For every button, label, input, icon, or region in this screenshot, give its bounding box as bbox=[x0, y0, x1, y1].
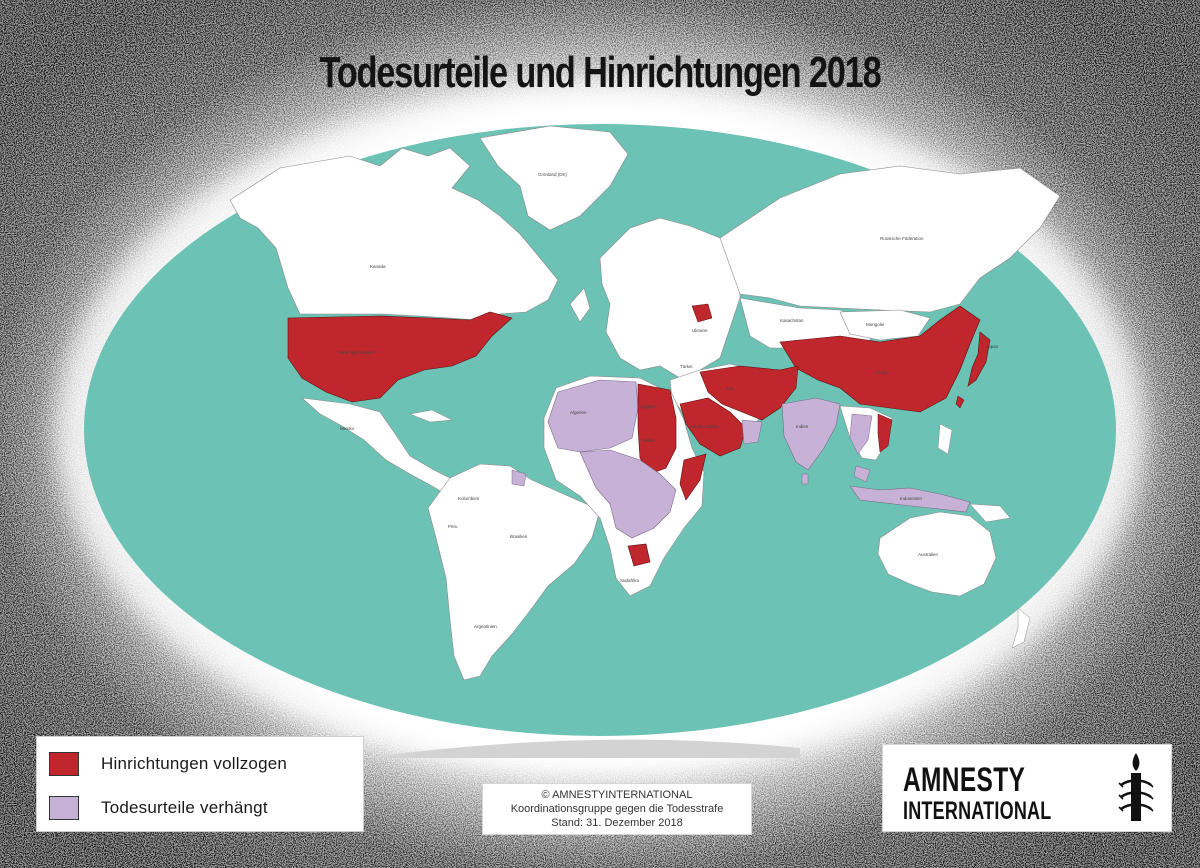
label-iran: Iran bbox=[726, 386, 734, 391]
land-new-zealand bbox=[1011, 607, 1031, 649]
label-brasilien: Brasilien bbox=[510, 534, 528, 539]
legend-item-executions: Hinrichtungen vollzogen bbox=[49, 749, 287, 779]
country-iran-iraq-afghanistan-pakistan bbox=[699, 365, 799, 421]
label-kolumbien: Kolumbien bbox=[458, 496, 480, 501]
label-mongolei: Mongolei bbox=[866, 322, 884, 327]
asia bbox=[669, 165, 1061, 513]
country-cuba bbox=[409, 409, 453, 423]
land-new-guinea bbox=[969, 503, 1011, 523]
label-japan: Japan bbox=[986, 344, 999, 349]
land-russia bbox=[719, 165, 1061, 313]
credits-box: © AMNESTYINTERNATIONAL Koordinationsgrup… bbox=[482, 783, 752, 835]
map-title: Todesurteile und Hinrichtungen 2018 bbox=[319, 48, 881, 97]
country-malaysia-singapore bbox=[853, 465, 871, 483]
logo-word-international: INTERNATIONAL bbox=[903, 797, 1052, 825]
legend-item-death-sentences: Todesurteile verhängt bbox=[49, 793, 268, 823]
label-kasachstan: Kasachstan bbox=[780, 318, 804, 323]
country-botswana bbox=[627, 543, 651, 567]
land-south-america bbox=[427, 463, 601, 681]
label-saudi-arabien: Saudi-Arabien bbox=[690, 424, 719, 429]
country-oman bbox=[741, 419, 763, 445]
logo-word-amnesty: AMNESTY bbox=[903, 761, 1026, 799]
land-greenland bbox=[479, 125, 629, 231]
label-suedafrika: Südafrika bbox=[620, 578, 640, 583]
label-aegypten: Ägypten bbox=[640, 403, 657, 409]
label-sudan: Sudan bbox=[642, 438, 656, 443]
country-vietnam bbox=[877, 413, 893, 453]
land-uk bbox=[569, 287, 591, 323]
europe bbox=[569, 217, 741, 379]
label-kanada: Kanada bbox=[370, 264, 386, 269]
candle-barbed-wire-icon bbox=[1118, 753, 1154, 821]
label-mexiko: Mexiko bbox=[340, 426, 355, 431]
country-china bbox=[779, 305, 981, 413]
north-america bbox=[229, 125, 629, 499]
land-canada-alaska bbox=[229, 147, 559, 321]
countries-north-africa-sahel bbox=[547, 379, 639, 453]
label-china: China bbox=[876, 370, 888, 375]
country-thailand-laos bbox=[849, 413, 873, 455]
country-egypt-sudan bbox=[637, 383, 677, 475]
land-philippines bbox=[937, 423, 953, 455]
credits-line-3: Stand: 31. Dezember 2018 bbox=[551, 817, 683, 829]
label-australien: Australien bbox=[918, 552, 939, 557]
land-europe bbox=[599, 217, 741, 379]
antarctica bbox=[380, 739, 800, 758]
south-america bbox=[427, 463, 601, 681]
country-saudi-arabia bbox=[679, 397, 747, 457]
legend-label-executions: Hinrichtungen vollzogen bbox=[101, 754, 288, 773]
label-ukraine: Ukraine bbox=[692, 328, 708, 333]
label-tuerkei: Türkei bbox=[680, 364, 693, 369]
label-vereinigte-staaten: Vereinigte Staaten bbox=[338, 350, 375, 355]
country-india-bangladesh bbox=[781, 397, 841, 471]
legend-label-death-sentences: Todesurteile verhängt bbox=[101, 798, 268, 817]
legend-swatch-executions bbox=[49, 752, 79, 776]
credits-line-1: © AMNESTYINTERNATIONAL bbox=[541, 789, 693, 801]
country-taiwan bbox=[955, 395, 965, 409]
label-indien: Indien bbox=[796, 424, 809, 429]
label-russland: Russische Föderation bbox=[880, 236, 924, 241]
label-indonesien: Indonesien bbox=[900, 496, 923, 501]
country-guyana bbox=[511, 469, 527, 487]
label-algerien: Algerien bbox=[570, 410, 587, 415]
label-peru: Peru bbox=[448, 524, 458, 529]
country-indonesia bbox=[849, 485, 971, 513]
africa bbox=[543, 375, 707, 597]
label-argentinien: Argentinien bbox=[474, 624, 497, 629]
legend-swatch-death-sentences bbox=[49, 796, 79, 820]
countries-west-central-east-africa bbox=[579, 449, 677, 539]
credits-line-2: Koordinationsgruppe gegen die Todesstraf… bbox=[510, 803, 724, 815]
legend: Hinrichtungen vollzogen Todesurteile ver… bbox=[36, 736, 364, 832]
country-usa bbox=[287, 311, 513, 403]
country-belarus bbox=[691, 303, 713, 323]
label-groenland: Grönland (DK) bbox=[538, 172, 568, 177]
oceania bbox=[877, 503, 1031, 649]
world-map: Grönland (DK) Russische Föderation Kanad… bbox=[84, 124, 1116, 758]
land-australia bbox=[877, 511, 997, 597]
country-somalia bbox=[679, 453, 707, 501]
country-sri-lanka bbox=[801, 473, 809, 485]
country-japan bbox=[967, 331, 991, 387]
amnesty-logo: AMNESTY INTERNATIONAL bbox=[882, 744, 1172, 832]
